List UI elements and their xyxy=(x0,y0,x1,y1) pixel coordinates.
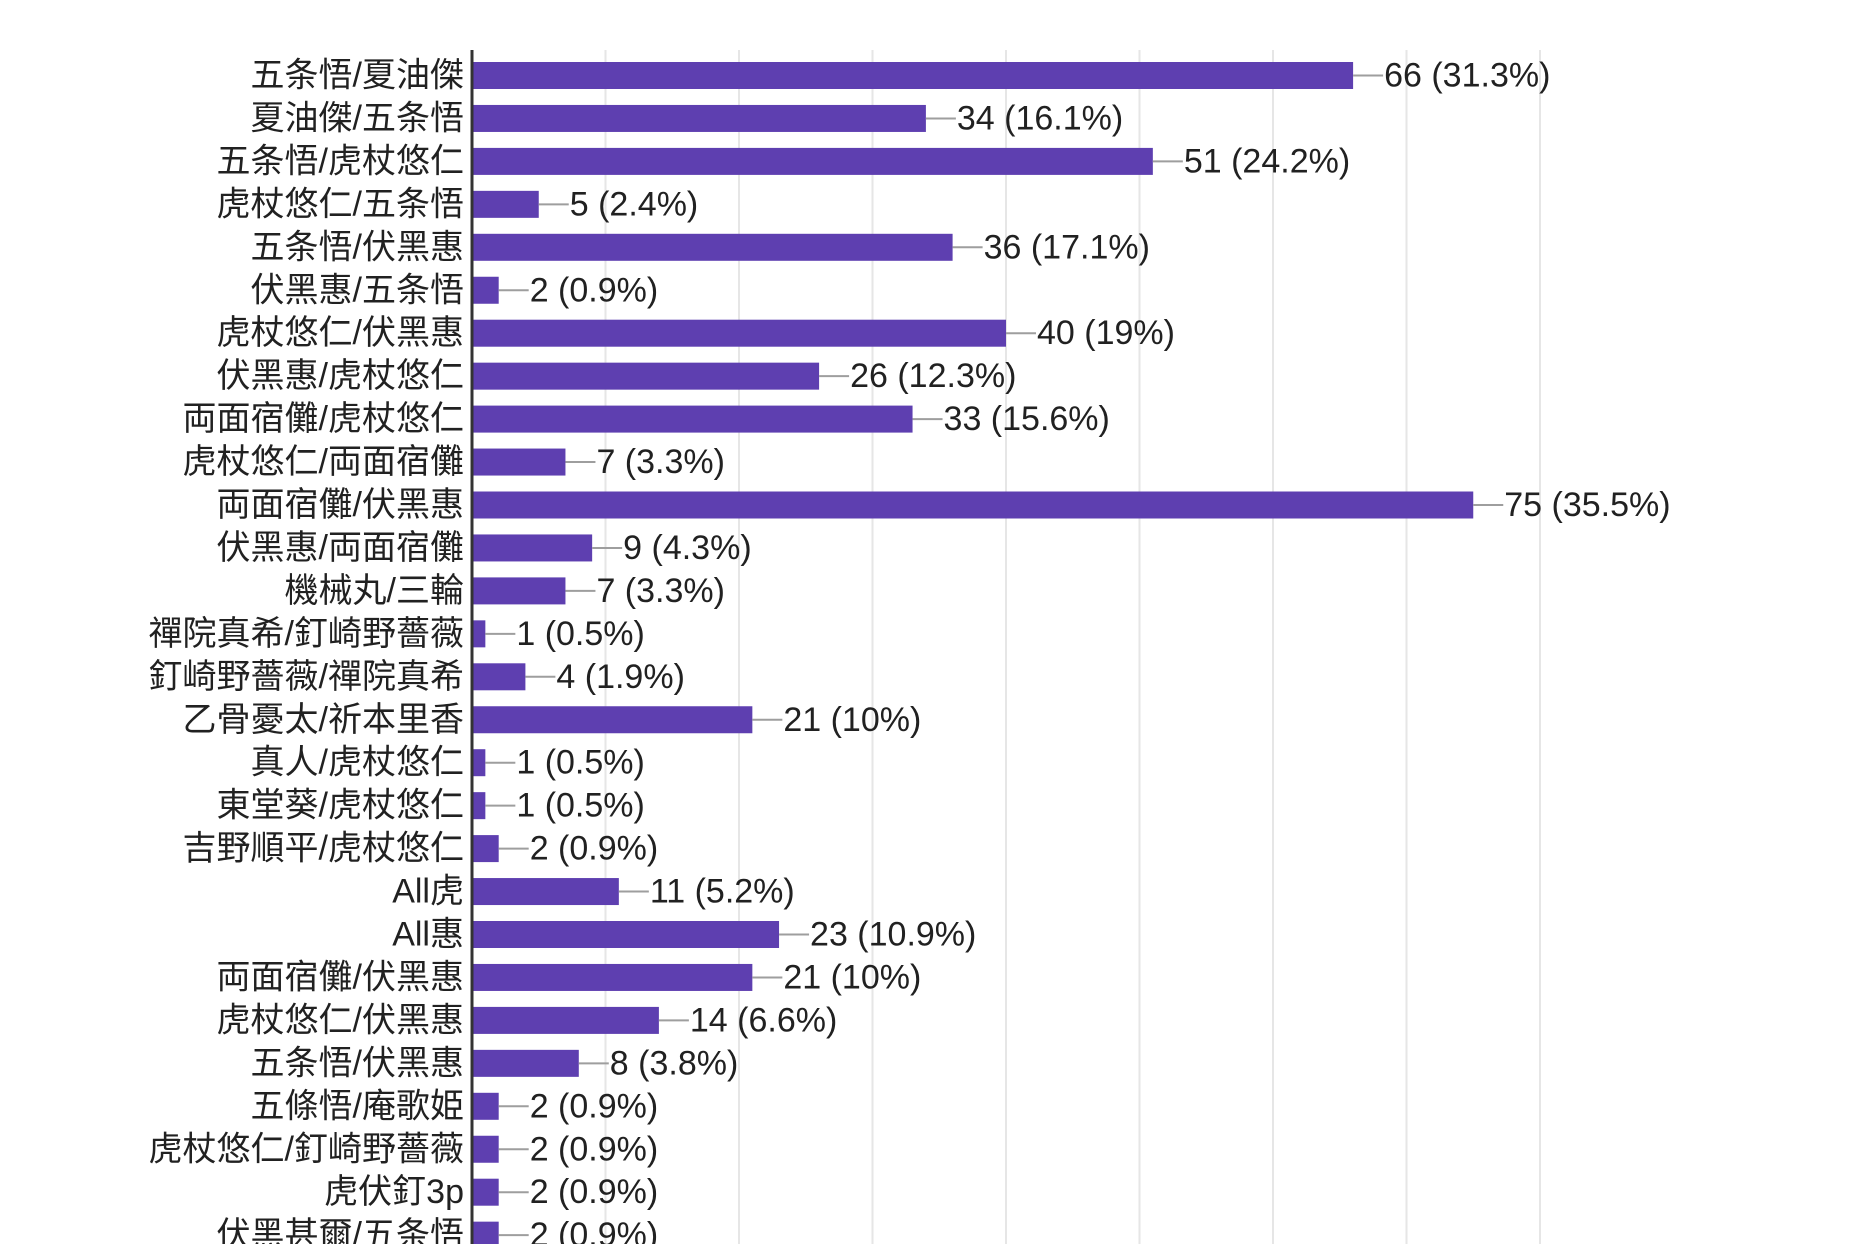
value-label-26: 2 (0.9%) xyxy=(530,1173,659,1211)
category-label-8: 両面宿儺/虎杖悠仁 xyxy=(183,400,464,438)
category-label-20: All惠 xyxy=(392,916,464,954)
bar-14[interactable] xyxy=(472,663,526,691)
value-label-19: 11 (5.2%) xyxy=(650,873,795,911)
value-label-15: 21 (10%) xyxy=(783,701,921,739)
value-label-11: 9 (4.3%) xyxy=(623,529,752,567)
bars xyxy=(472,62,1474,1249)
category-label-24: 五條悟/庵歌姫 xyxy=(251,1087,464,1125)
value-label-22: 14 (6.6%) xyxy=(690,1001,837,1039)
bar-26[interactable] xyxy=(472,1178,499,1206)
value-label-5: 2 (0.9%) xyxy=(530,271,659,309)
value-label-16: 1 (0.5%) xyxy=(516,744,645,782)
bar-18[interactable] xyxy=(472,835,499,863)
value-label-25: 2 (0.9%) xyxy=(530,1130,659,1168)
category-label-19: All虎 xyxy=(392,873,464,911)
bar-7[interactable] xyxy=(472,362,820,390)
category-label-26: 虎伏釘3p xyxy=(324,1173,464,1211)
value-label-12: 7 (3.3%) xyxy=(596,572,725,610)
category-label-2: 五条悟/虎杖悠仁 xyxy=(217,142,464,180)
bar-12[interactable] xyxy=(472,577,566,605)
bar-3[interactable] xyxy=(472,190,539,218)
category-label-18: 吉野順平/虎杖悠仁 xyxy=(183,830,464,868)
bar-10[interactable] xyxy=(472,491,1474,519)
bar-5[interactable] xyxy=(472,276,499,304)
category-label-21: 両面宿儺/伏黑惠 xyxy=(217,958,464,996)
category-label-1: 夏油傑/五条悟 xyxy=(251,99,464,137)
value-label-1: 34 (16.1%) xyxy=(957,99,1123,137)
bar-21[interactable] xyxy=(472,963,753,991)
category-label-11: 伏黑惠/両面宿儺 xyxy=(217,529,464,567)
value-label-0: 66 (31.3%) xyxy=(1384,57,1550,95)
value-label-27: 2 (0.9%) xyxy=(530,1216,659,1244)
value-label-20: 23 (10.9%) xyxy=(810,916,976,954)
bar-22[interactable] xyxy=(472,1006,659,1034)
category-label-17: 東堂葵/虎杖悠仁 xyxy=(217,787,464,825)
bar-25[interactable] xyxy=(472,1135,499,1163)
bar-6[interactable] xyxy=(472,319,1006,347)
value-label-9: 7 (3.3%) xyxy=(596,443,725,481)
bar-16[interactable] xyxy=(472,749,486,777)
bar-11[interactable] xyxy=(472,534,593,562)
bar-2[interactable] xyxy=(472,147,1153,175)
bar-0[interactable] xyxy=(472,62,1354,89)
value-label-3: 5 (2.4%) xyxy=(570,185,699,223)
category-label-4: 五条悟/伏黑惠 xyxy=(251,228,464,266)
value-label-13: 1 (0.5%) xyxy=(516,615,645,653)
bar-4[interactable] xyxy=(472,233,953,261)
category-label-3: 虎杖悠仁/五条悟 xyxy=(217,185,464,223)
category-labels: 五条悟/夏油傑夏油傑/五条悟五条悟/虎杖悠仁虎杖悠仁/五条悟五条悟/伏黑惠伏黑惠… xyxy=(149,57,464,1249)
category-label-14: 釘崎野薔薇/禪院真希 xyxy=(149,658,464,696)
category-label-0: 五条悟/夏油傑 xyxy=(251,57,464,95)
bar-1[interactable] xyxy=(472,104,926,132)
leader-lines xyxy=(485,74,1504,1237)
bar-9[interactable] xyxy=(472,448,566,476)
category-label-15: 乙骨憂太/祈本里香 xyxy=(183,701,464,739)
category-label-5: 伏黑惠/五条悟 xyxy=(251,271,464,309)
bar-19[interactable] xyxy=(472,878,619,906)
bar-20[interactable] xyxy=(472,921,780,948)
value-label-4: 36 (17.1%) xyxy=(984,228,1150,266)
value-label-6: 40 (19%) xyxy=(1037,314,1175,352)
bar-17[interactable] xyxy=(472,792,486,820)
value-label-24: 2 (0.9%) xyxy=(530,1087,659,1125)
bar-13[interactable] xyxy=(472,620,486,648)
category-label-6: 虎杖悠仁/伏黑惠 xyxy=(217,314,464,352)
value-label-23: 8 (3.8%) xyxy=(610,1044,739,1082)
value-label-21: 21 (10%) xyxy=(783,958,921,996)
value-label-14: 4 (1.9%) xyxy=(556,658,685,696)
category-label-12: 機械丸/三輪 xyxy=(285,572,464,610)
value-label-18: 2 (0.9%) xyxy=(530,830,659,868)
category-label-27: 伏黑甚爾/五条悟 xyxy=(217,1216,464,1244)
category-label-9: 虎杖悠仁/両面宿儺 xyxy=(183,443,464,481)
value-label-10: 75 (35.5%) xyxy=(1504,486,1670,524)
category-label-13: 禪院真希/釘崎野薔薇 xyxy=(149,615,464,653)
bar-15[interactable] xyxy=(472,706,753,734)
value-label-8: 33 (15.6%) xyxy=(944,400,1110,438)
value-label-2: 51 (24.2%) xyxy=(1184,142,1350,180)
category-label-10: 両面宿儺/伏黑惠 xyxy=(217,486,464,524)
bar-24[interactable] xyxy=(472,1092,499,1120)
category-label-16: 真人/虎杖悠仁 xyxy=(251,744,464,782)
bar-27[interactable] xyxy=(472,1221,499,1249)
category-label-23: 五条悟/伏黑惠 xyxy=(251,1044,464,1082)
value-label-17: 1 (0.5%) xyxy=(516,787,645,825)
category-label-25: 虎杖悠仁/釘崎野薔薇 xyxy=(149,1130,464,1168)
value-labels: 66 (31.3%) 34 (16.1%) 51 (24.2%) 5 (2.4%) 36… xyxy=(516,57,1670,1249)
bar-8[interactable] xyxy=(472,405,913,433)
category-label-7: 伏黑惠/虎杖悠仁 xyxy=(217,357,464,395)
value-label-7: 26 (12.3%) xyxy=(850,357,1016,395)
category-label-22: 虎杖悠仁/伏黑惠 xyxy=(217,1001,464,1039)
bar-23[interactable] xyxy=(472,1049,579,1077)
